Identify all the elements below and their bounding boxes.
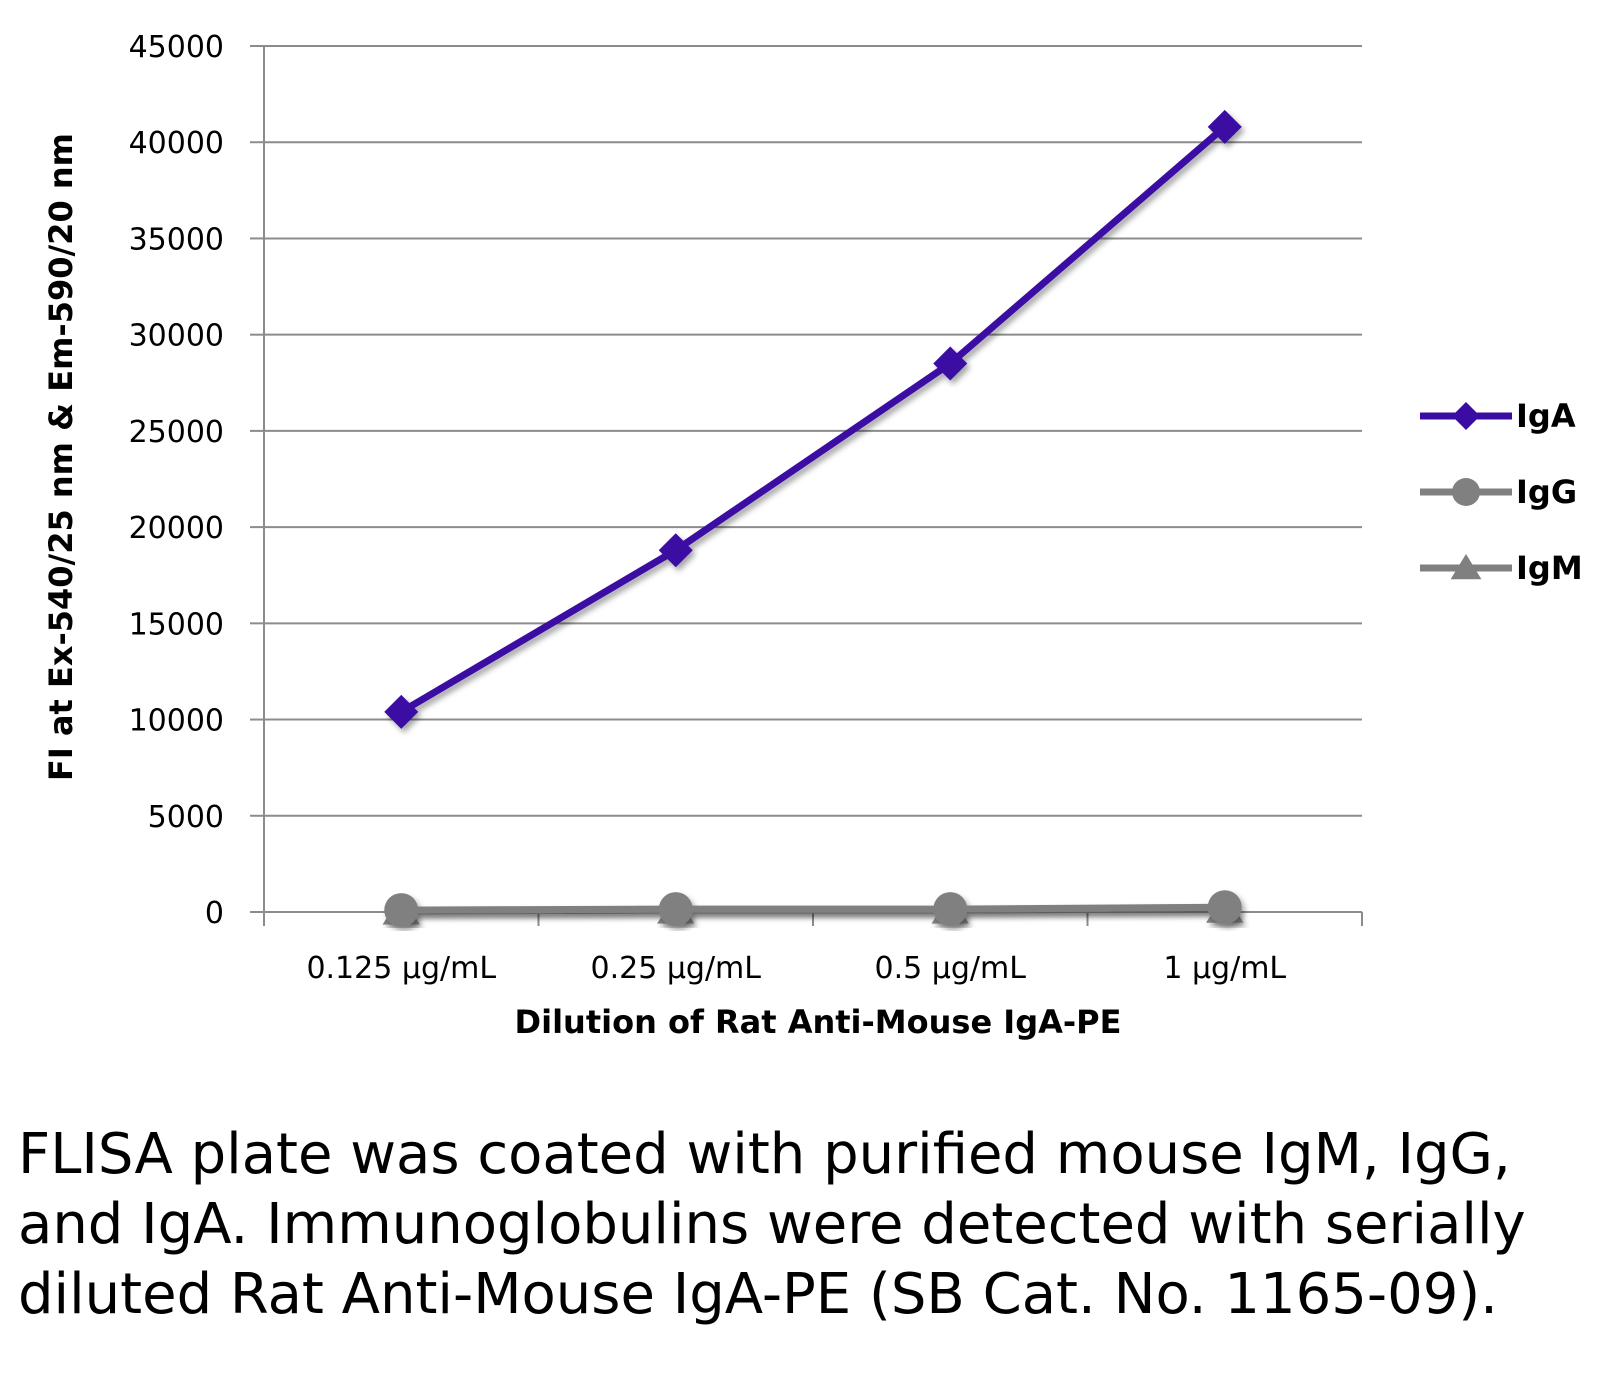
series-iga [384, 109, 1242, 729]
data-point-diamond [933, 346, 968, 381]
axes [250, 45, 1363, 926]
data-point-circle [1207, 890, 1242, 925]
y-tick-label: 35000 [129, 222, 224, 257]
data-point-circle [933, 892, 968, 927]
x-tick-label: 0.5 µg/mL [875, 951, 1027, 986]
x-tick-label: 0.25 µg/mL [590, 951, 761, 986]
legend-label: IgM [1516, 549, 1583, 587]
x-tick-label: 1 µg/mL [1163, 951, 1286, 986]
legend-label: IgA [1516, 397, 1576, 435]
figure-caption: FLISA plate was coated with purified mou… [18, 1122, 1526, 1327]
y-tick-labels: 0 5000 10000 15000 20000 25000 30000 35000 40000… [129, 30, 224, 931]
data-point-triangle [1450, 554, 1482, 580]
data-point-diamond [1207, 109, 1242, 144]
series-group [382, 109, 1244, 928]
y-tick-label: 0 [205, 896, 224, 931]
line-chart: 0 5000 10000 15000 20000 25000 30000 35000 40000… [42, 30, 1583, 1041]
series-line [401, 903, 1225, 914]
legend-item-igm: IgM [1420, 549, 1583, 587]
y-axis-title: FI at Ex-540/25 nm & Em-590/20 nm [42, 133, 80, 781]
series-line [399, 124, 1228, 715]
legend-label: IgG [1516, 473, 1577, 511]
y-tick-label: 5000 [148, 800, 224, 835]
gridlines [264, 45, 1362, 817]
data-point-circle [384, 893, 419, 928]
data-point-diamond [384, 694, 419, 729]
series-igg [384, 890, 1242, 928]
y-tick-label: 15000 [129, 607, 224, 642]
x-tick-label: 0.125 µg/mL [306, 951, 496, 986]
legend: IgA IgG IgM [1420, 397, 1583, 587]
legend-item-igg: IgG [1420, 473, 1577, 511]
y-tick-label: 20000 [129, 511, 224, 546]
data-point-circle [658, 892, 693, 927]
data-point-diamond [1452, 402, 1480, 430]
data-point-diamond [658, 533, 693, 568]
x-tick-labels: 0.125 µg/mL 0.25 µg/mL 0.5 µg/mL 1 µg/mL [306, 951, 1286, 986]
y-tick-label: 10000 [129, 704, 224, 739]
y-tick-label: 40000 [129, 126, 224, 161]
legend-item-iga: IgA [1420, 397, 1576, 435]
y-tick-label: 25000 [129, 415, 224, 450]
data-point-circle [1452, 478, 1480, 506]
x-axis-title: Dilution of Rat Anti-Mouse IgA-PE [515, 1003, 1122, 1041]
y-tick-label: 45000 [129, 30, 224, 65]
y-tick-label: 30000 [129, 319, 224, 354]
